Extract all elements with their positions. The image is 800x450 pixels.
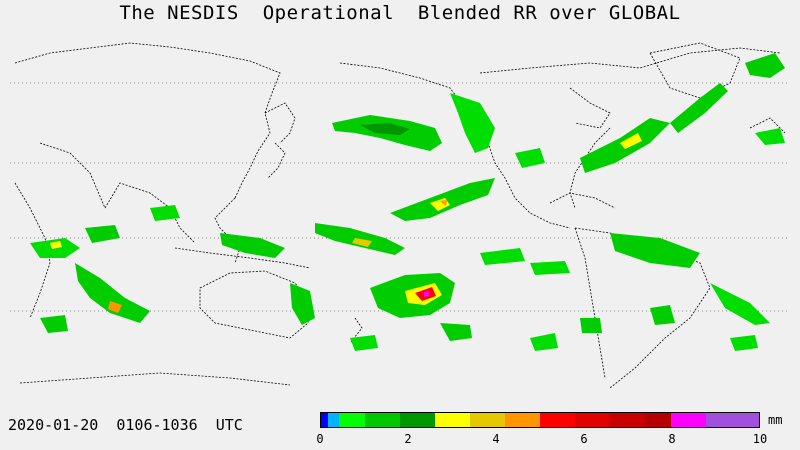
rain-area-gulf [515,148,545,168]
rain-area-southern-ocean-5 [530,333,558,351]
date-time-range: 2020-01-20 0106-1036 UTC [8,416,243,434]
rain-area-southern-ocean-6 [350,335,378,351]
rain-area-north-atlantic-core [620,133,642,149]
coastline-hudson [569,87,611,129]
coastline-siberia [14,42,281,199]
coastline-greenland [649,42,741,99]
coastline-north-america-west [479,122,571,229]
rain-area-ne-atlantic [670,83,728,133]
rain-area-bay-of-bengal [150,205,180,221]
rain-area-central-pacific-heavy [440,200,447,206]
legend-tick-label: 6 [580,432,588,446]
legend-bin [504,413,540,427]
coastline-kamchatka [264,102,296,144]
rain-area-indian-ocean [75,263,150,323]
rain-area-south-america [610,233,700,268]
rain-area-north-pacific-core [360,123,410,135]
legend-unit: mm [768,413,783,427]
legend-tick-label: 4 [492,432,500,446]
rain-area-cyclone-extreme [424,291,429,297]
legend-bin [645,413,672,427]
coastline-australia [199,270,311,339]
legend-bin [399,413,435,427]
coastline-japan [267,142,286,179]
legend-bin [574,413,610,427]
rain-area-spcz-core [352,238,372,247]
rain-area-southern-ocean-2 [440,323,472,341]
legend-tick-label: 8 [668,432,676,446]
legend-bin [469,413,505,427]
legend-bin [321,413,328,427]
rain-area-australia-north [220,233,285,258]
rain-area-east-pacific [530,261,570,275]
rain-area-southern-ocean-4 [650,305,675,325]
color-scale-legend [320,412,760,428]
legend-tick-label: 10 [752,432,768,446]
legend-bin [671,413,707,427]
precipitation-areas [30,53,785,351]
rain-area-west-europe [755,128,785,145]
rain-area-south-atlantic-band [710,283,770,325]
rain-area-southern-ocean-3 [580,318,602,333]
legend-bin [327,413,339,427]
legend-tick-label: 0 [316,432,324,446]
coastline-south-asia [39,142,196,244]
legend-bin [609,413,646,427]
coastline-north-america-east [569,127,611,209]
legend-bin [364,413,400,427]
latitude-gridlines [10,82,788,312]
rain-area-se-australia [290,283,315,325]
rainfall-map [10,42,788,389]
rain-area-antarctic-fringe [730,335,758,351]
coastline-caribbean [549,192,616,209]
rain-area-tropical-africa [85,225,120,243]
legend-bin [338,413,365,427]
page-title: The NESDIS Operational Blended RR over G… [119,2,681,24]
coastline-indonesia [174,247,311,269]
legend-tick-label: 2 [404,432,412,446]
legend-bin [434,413,470,427]
legend-bin [706,413,759,427]
coastline-east-asia [214,197,241,264]
rain-area-madagascar-core [50,241,62,249]
rain-area-indian-ocean-core [108,301,122,313]
rain-area-west-coast [450,93,495,153]
rain-area-north-europe [745,53,785,78]
rain-area-intertropical [480,248,525,265]
coastline-antarctica [19,372,291,386]
legend-bin [539,413,575,427]
coastline-canada-north [479,47,781,74]
rain-area-southern-ocean-1 [40,315,68,333]
coastline-south-america-west [574,227,606,379]
